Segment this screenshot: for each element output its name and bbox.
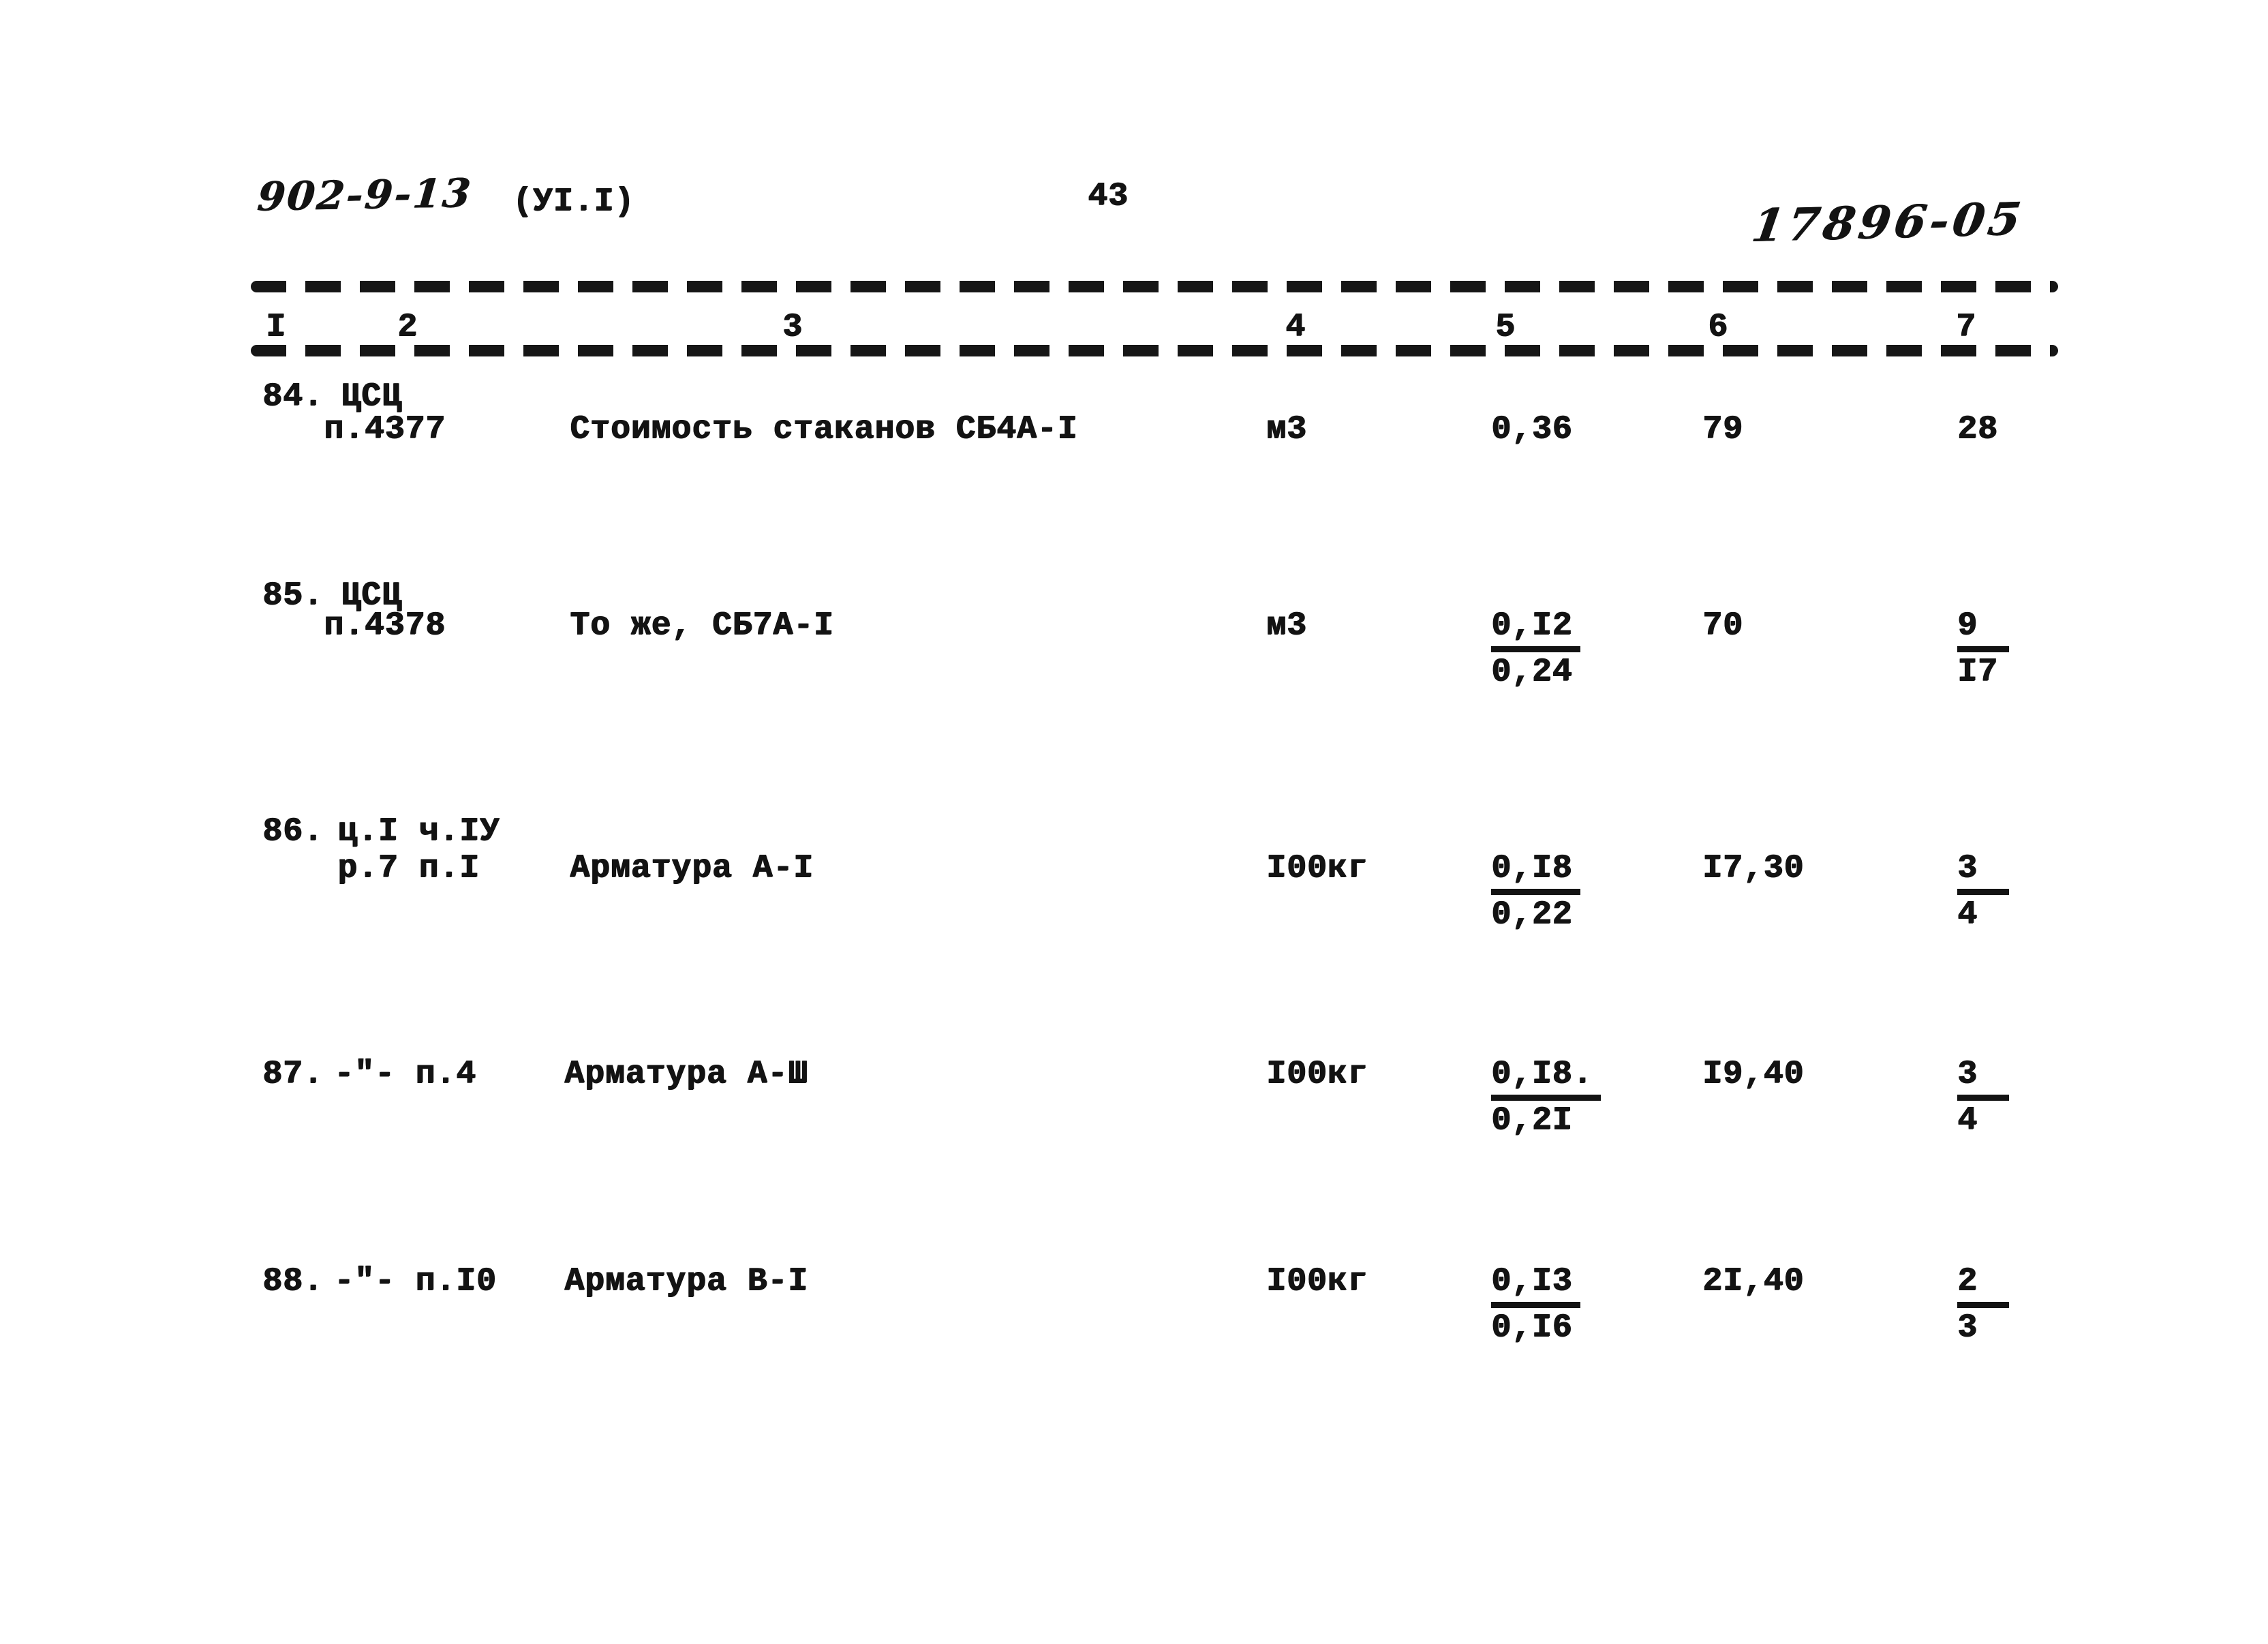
row-88-unit: I00кг xyxy=(1266,1263,1368,1300)
row-86-ref-line1: ц.I ч.IУ xyxy=(337,813,500,850)
handwritten-inventory-code: 17896-05 xyxy=(1748,192,2028,253)
row-88-total-denominator: 3 xyxy=(1957,1309,1978,1346)
row-87-name: Арматура А-Ш xyxy=(564,1056,808,1093)
dashed-rule-top xyxy=(251,281,2058,292)
row-88-quantity-numerator: 0,I3 xyxy=(1491,1262,1581,1308)
row-85-quantity-numerator: 0,I2 xyxy=(1491,607,1581,652)
row-84-ref-line1: ЦСЦ xyxy=(341,378,402,415)
row-86-name: Арматура А-I xyxy=(570,850,814,887)
row-85-number: 85. xyxy=(262,577,324,614)
row-85-unit: м3 xyxy=(1266,607,1307,644)
row-84-name: Стоимость стаканов СБ4А-I xyxy=(570,411,1078,448)
row-85-name: То же, СБ7А-I xyxy=(570,607,834,644)
document-code: 902-9-13 xyxy=(255,170,474,220)
page-number: 43 xyxy=(1088,178,1129,215)
row-86-ref-line2: р.7 п.I xyxy=(337,850,480,887)
row-86-number: 86. xyxy=(262,813,324,850)
column-number-4: 4 xyxy=(1285,309,1306,346)
dashed-rule-bottom xyxy=(251,345,2058,356)
column-number-2: 2 xyxy=(397,309,418,346)
row-84-total: 28 xyxy=(1957,411,1998,448)
row-84-unit-price: 79 xyxy=(1702,411,1743,448)
row-86-quantity-numerator: 0,I8 xyxy=(1491,849,1581,895)
row-87-unit: I00кг xyxy=(1266,1056,1368,1093)
row-85-ref-line2: п.4378 xyxy=(324,607,446,644)
row-85-quantity-denominator: 0,24 xyxy=(1491,654,1573,690)
row-87-total-numerator: 3 xyxy=(1957,1055,2009,1101)
column-number-6: 6 xyxy=(1708,309,1728,346)
row-85-unit-price: 70 xyxy=(1702,607,1743,644)
row-87-quantity-numerator: 0,I8. xyxy=(1491,1055,1602,1101)
row-88-unit-price: 2I,40 xyxy=(1702,1263,1805,1300)
row-84-ref-line2: п.4377 xyxy=(324,411,446,448)
row-85-ref-line1: ЦСЦ xyxy=(341,577,402,614)
column-number-3: 3 xyxy=(782,309,803,346)
row-86-unit-price: I7,30 xyxy=(1702,850,1805,887)
column-number-5: 5 xyxy=(1495,309,1516,346)
column-number-7: 7 xyxy=(1956,309,1976,346)
row-84-quantity: 0,36 xyxy=(1491,411,1573,448)
row-86-total-numerator: 3 xyxy=(1957,849,2009,895)
row-88-total-numerator: 2 xyxy=(1957,1262,2009,1308)
row-87-number: 87. xyxy=(262,1056,324,1093)
row-87-quantity-denominator: 0,2I xyxy=(1491,1102,1573,1139)
column-number-1: I xyxy=(266,309,286,346)
row-86-total-denominator: 4 xyxy=(1957,896,1978,933)
volume-label: (УI.I) xyxy=(512,183,634,220)
row-85-total-denominator: I7 xyxy=(1957,654,1998,690)
row-84-number: 84. xyxy=(262,378,324,415)
row-88-quantity-denominator: 0,I6 xyxy=(1491,1309,1573,1346)
row-88-ref: -"- п.I0 xyxy=(334,1263,497,1300)
row-84-unit: м3 xyxy=(1266,411,1307,448)
row-87-total-denominator: 4 xyxy=(1957,1102,1978,1139)
row-87-unit-price: I9,40 xyxy=(1702,1056,1805,1093)
row-85-total-numerator: 9 xyxy=(1957,607,2009,652)
row-87-ref: -"- п.4 xyxy=(334,1056,476,1093)
row-86-unit: I00кг xyxy=(1266,850,1368,887)
row-88-number: 88. xyxy=(262,1263,324,1300)
row-86-quantity-denominator: 0,22 xyxy=(1491,896,1573,933)
row-88-name: Арматура В-I xyxy=(564,1263,808,1300)
